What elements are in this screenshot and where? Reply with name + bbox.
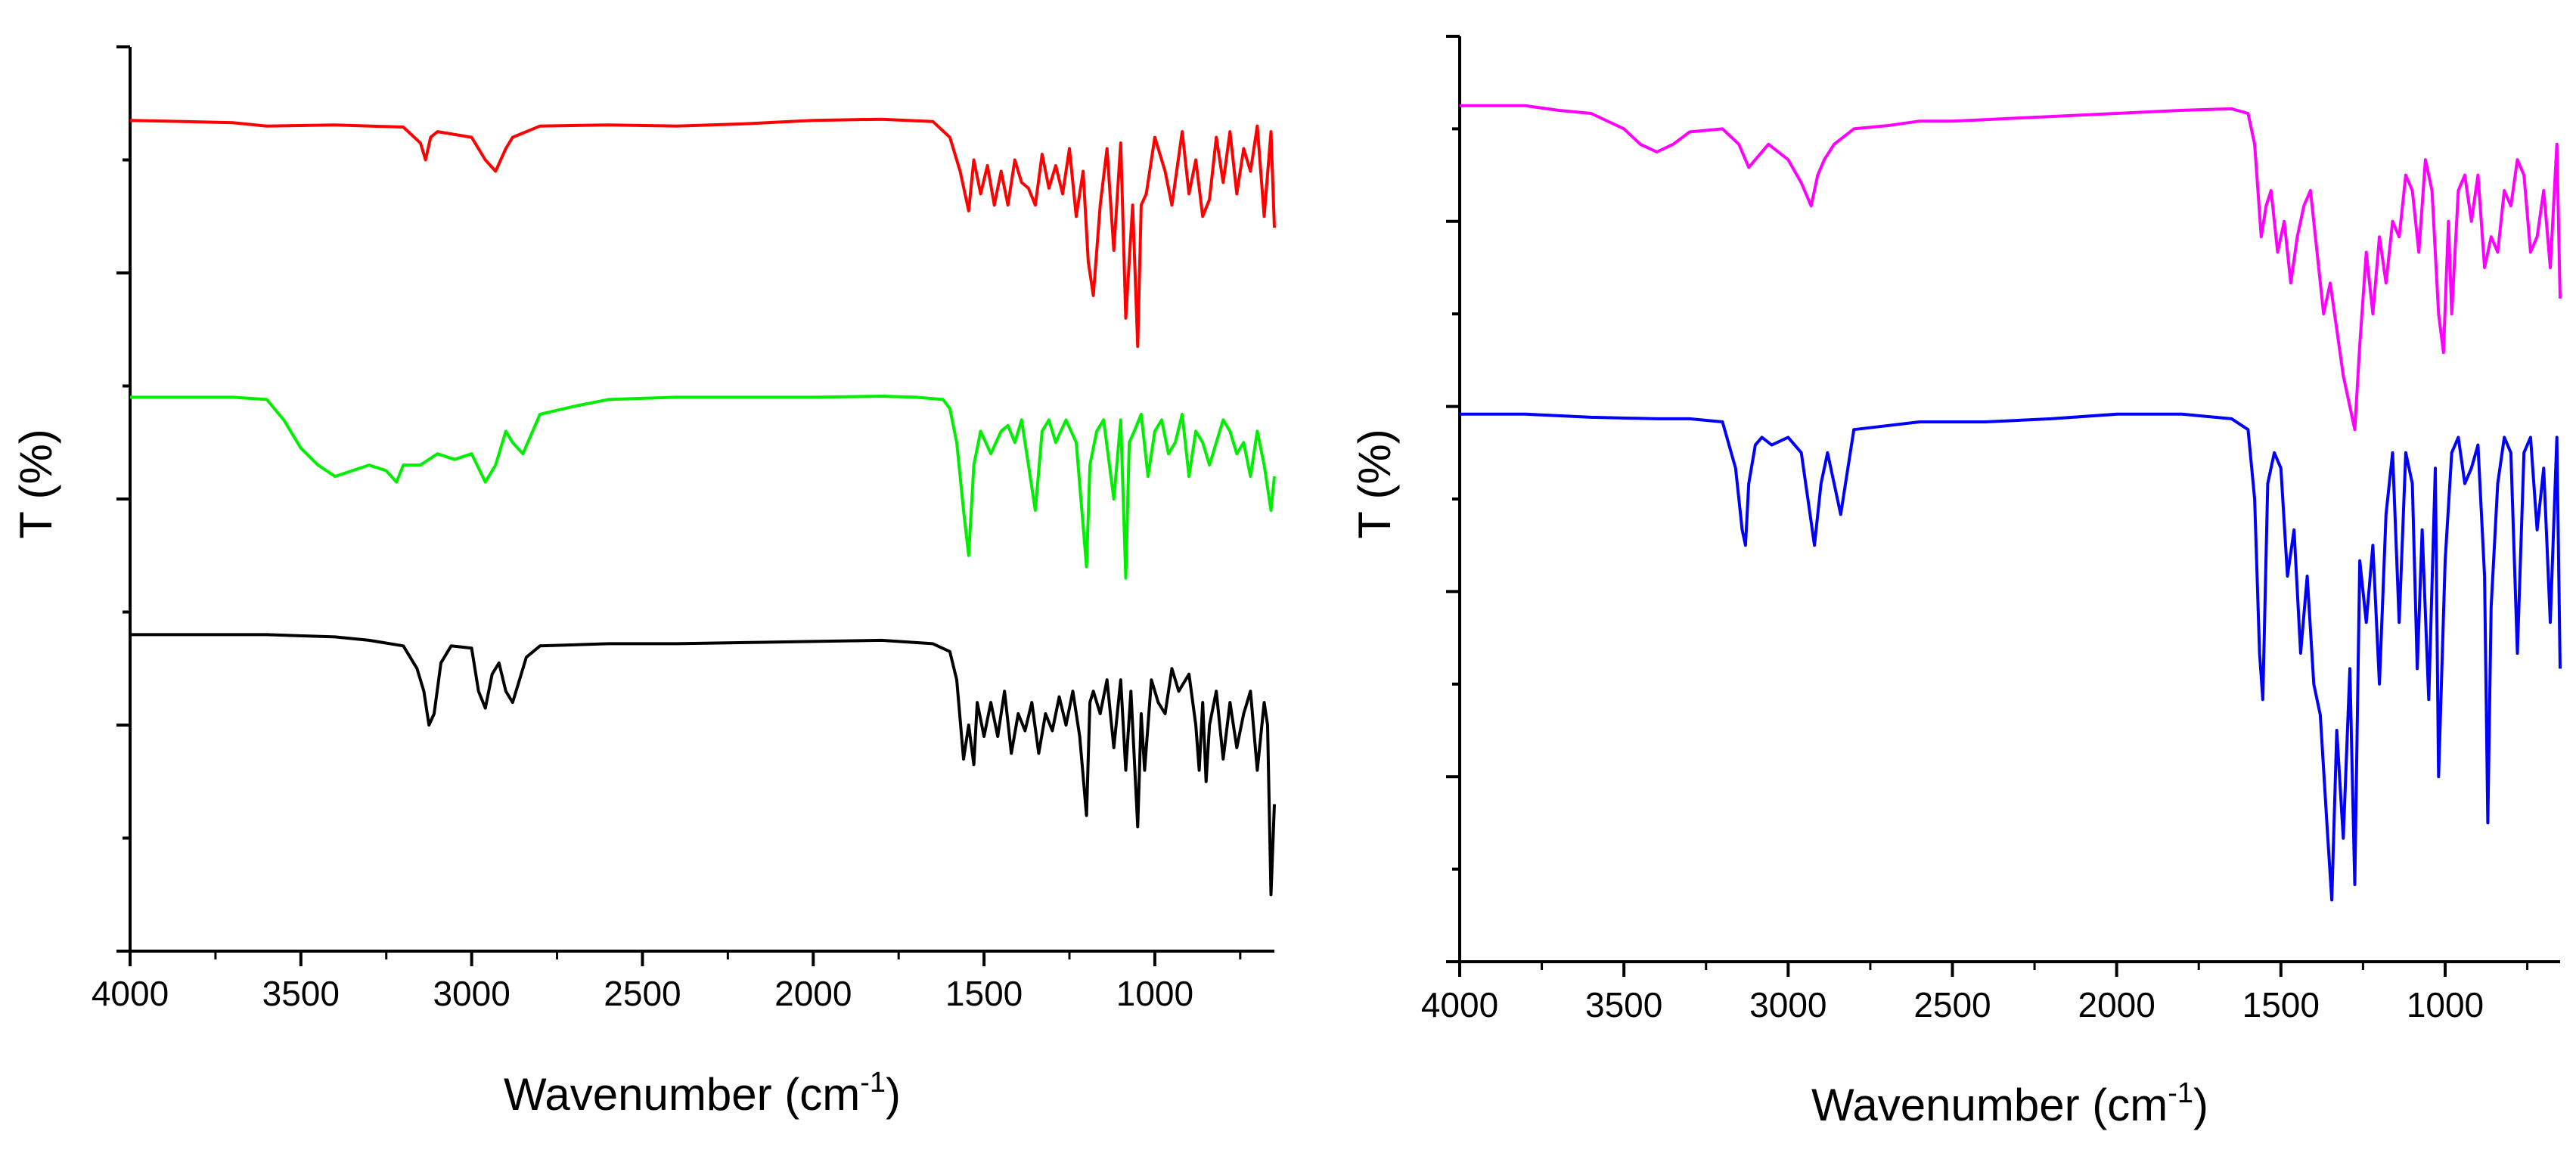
x-tick-label: 2500 (1913, 985, 1991, 1024)
x-tick-label: 2000 (774, 974, 852, 1013)
spectrum-line-black (130, 633, 1276, 897)
spectrum-line-red (129, 117, 1276, 349)
right-ir-spectrum-panel: 4000 3500 3000 2500 2000 1500 1000 Wavenumber (… (1349, 35, 2562, 1130)
left-ir-spectrum-panel: 4000 3500 3000 2500 2000 1500 1000 Wavenumber (… (11, 45, 1276, 1120)
x-tick-label: 3500 (1585, 985, 1662, 1024)
x-tick-label: 3000 (433, 974, 510, 1013)
spectrum-line-green (130, 395, 1276, 580)
x-tick-label: 4000 (1421, 985, 1498, 1024)
x-tick-label: 1500 (945, 974, 1023, 1013)
x-tick-label: 1500 (2242, 985, 2320, 1024)
x-axis-label: Wavenumber (cm-1) (504, 1067, 901, 1120)
x-tick-label: 2000 (2078, 985, 2155, 1024)
y-axis-label: T (%) (11, 429, 61, 539)
spectrum-line-blue (1460, 412, 2562, 902)
x-axis-label: Wavenumber (cm-1) (1811, 1077, 2208, 1130)
x-tick-label: 1000 (2407, 985, 2484, 1024)
x-tick-label: 4000 (92, 974, 169, 1013)
spectrum-line-magenta (1460, 104, 2562, 432)
x-tick-label: 2500 (604, 974, 681, 1013)
x-tick-label: 1000 (1116, 974, 1193, 1013)
y-axis-label: T (%) (1349, 429, 1400, 539)
x-tick-label: 3000 (1749, 985, 1826, 1024)
x-tick-label: 3500 (262, 974, 340, 1013)
